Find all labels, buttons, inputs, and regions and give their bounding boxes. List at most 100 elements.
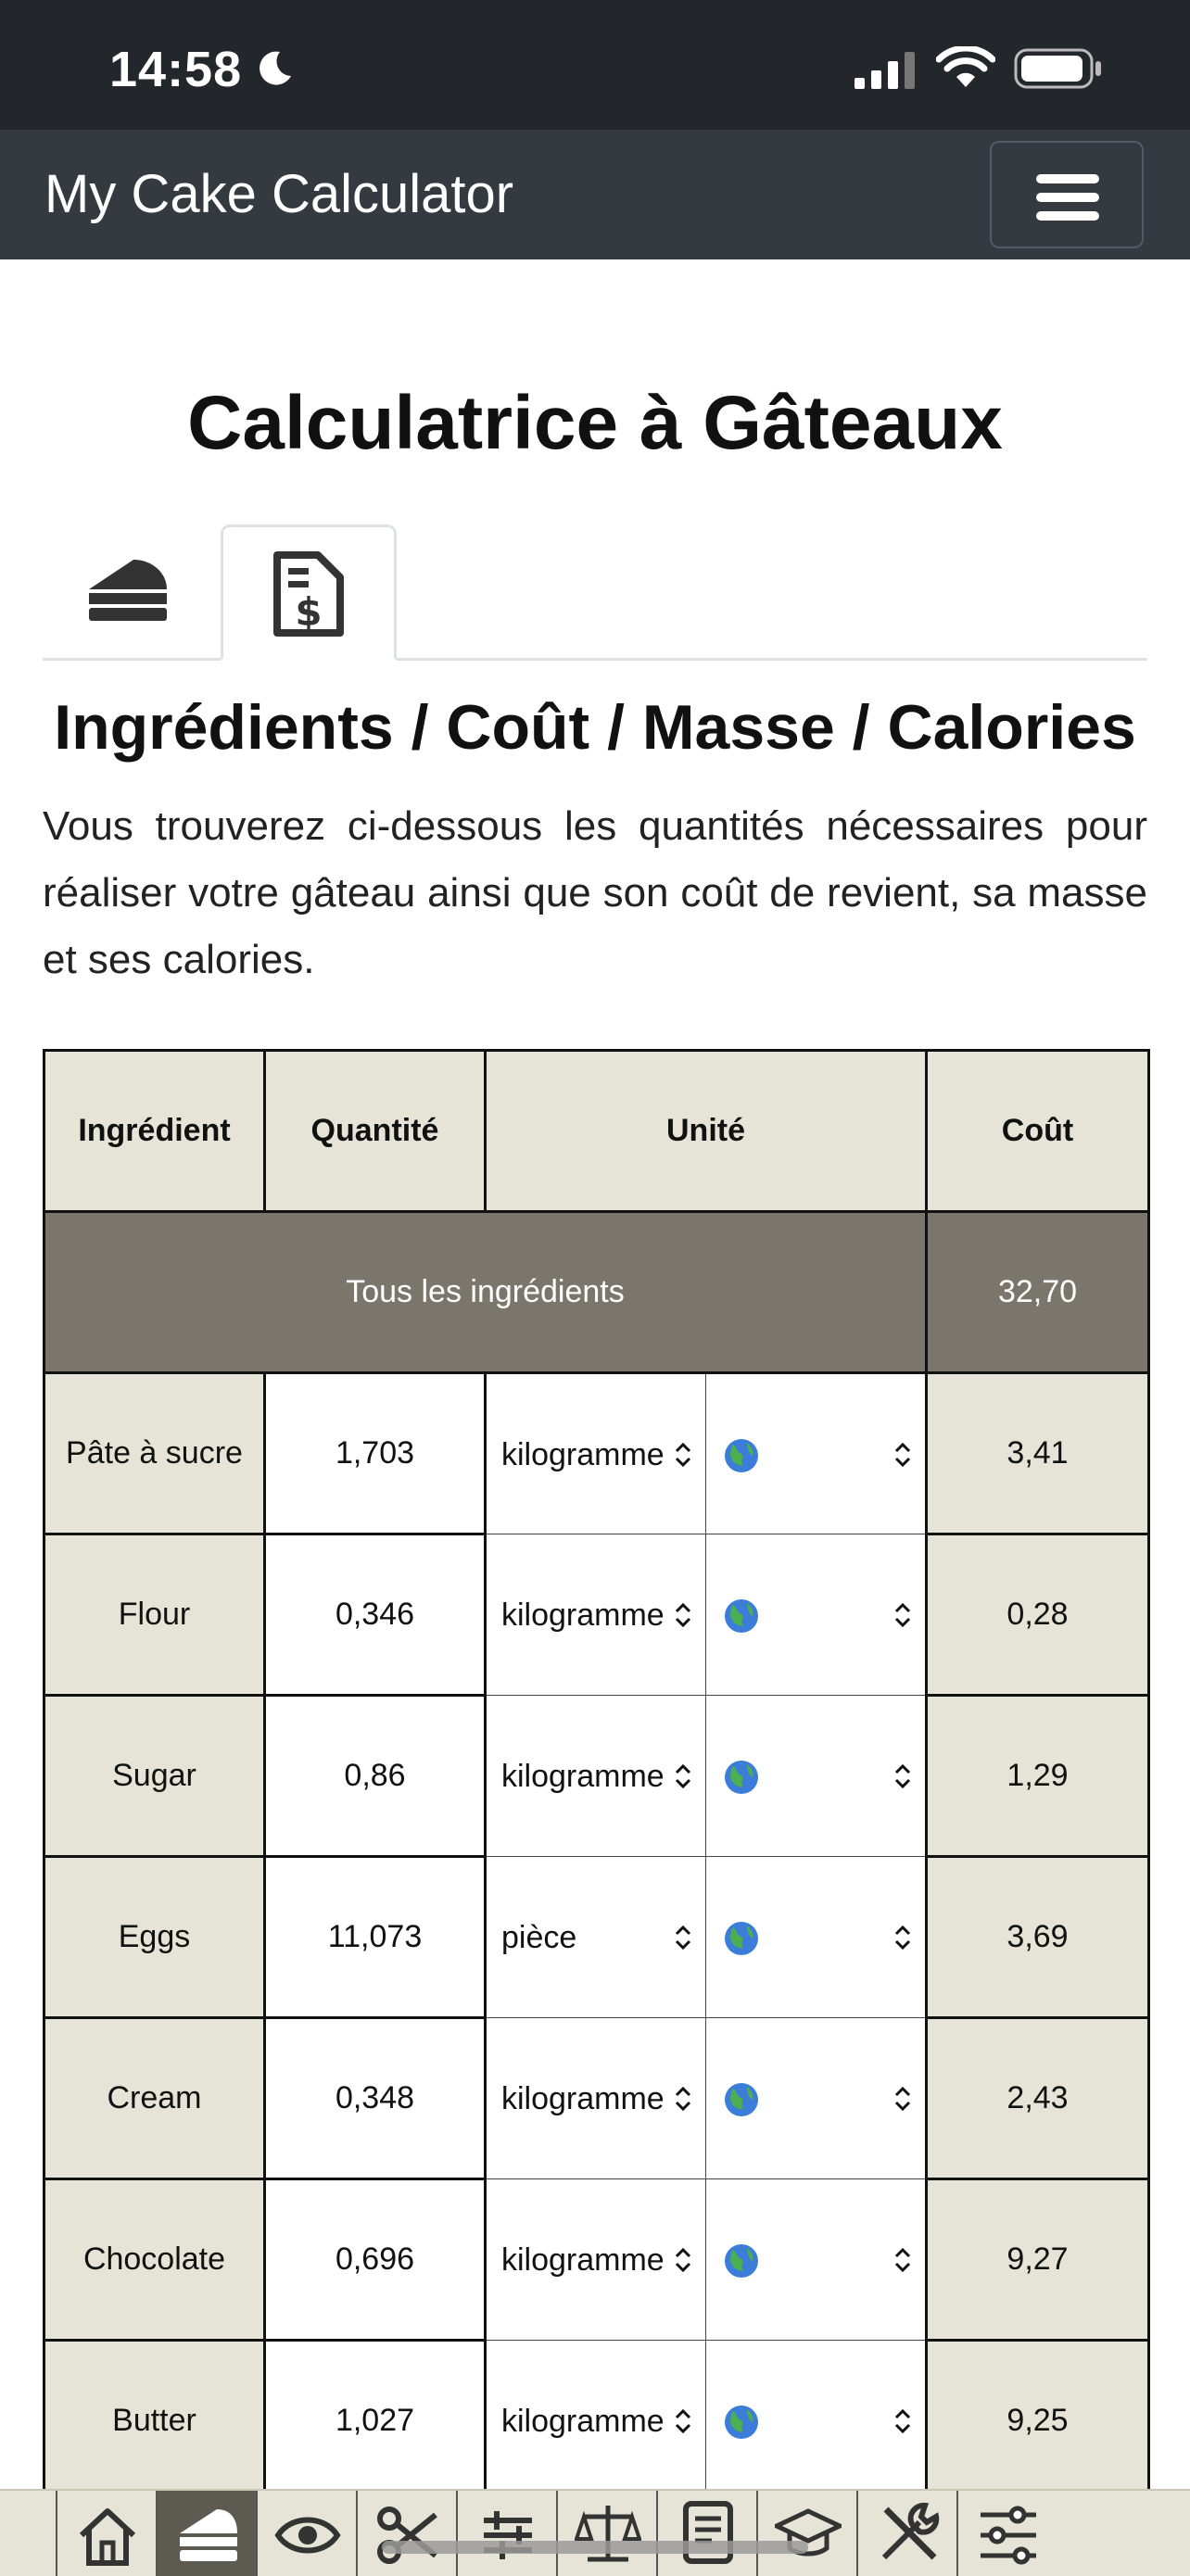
unit-select[interactable]: kilogramme [485, 1372, 706, 1534]
eye-icon [274, 2517, 341, 2554]
region-select[interactable] [705, 1856, 927, 2018]
unit-select[interactable]: kilogramme [485, 2017, 706, 2179]
recipe-book-icon [683, 2501, 733, 2564]
cake-slice-icon [89, 560, 167, 621]
total-cost: 32,70 [925, 1210, 1150, 1374]
unit-select-value: kilogramme [501, 1597, 665, 1633]
toolbar-graduation-cap-button[interactable] [756, 2491, 856, 2576]
toolbar-sliders-button[interactable] [956, 2491, 1057, 2576]
unit-select[interactable]: kilogramme [485, 1695, 706, 1857]
tab-bar: $ [43, 524, 1147, 661]
tab-cost[interactable]: $ [221, 524, 397, 661]
unit-select-value: kilogramme [501, 1759, 665, 1794]
tools-icon [881, 2502, 940, 2560]
table-row: Eggs 11,073 pièce 3,69 [43, 1855, 1150, 2019]
adjust-plus-icon [484, 2511, 532, 2559]
globe-icon [725, 2406, 758, 2439]
globe-icon [725, 1761, 758, 1794]
header-cost: Coût [925, 1049, 1150, 1213]
chevron-updown-icon [675, 2086, 691, 2112]
chevron-updown-icon [675, 1925, 691, 1951]
chevron-updown-icon [675, 1763, 691, 1789]
total-row: Tous les ingrédients 32,70 [43, 1210, 1150, 1374]
ingredient-name: Cream [43, 2016, 266, 2180]
graduation-cap-icon [775, 2508, 842, 2557]
ingredient-name: Sugar [43, 1694, 266, 1858]
table-row: Cream 0,348 kilogramme 2,43 [43, 2016, 1150, 2180]
status-bar: 14:58 [0, 0, 1190, 130]
home-icon [79, 2508, 136, 2566]
chevron-updown-icon [894, 2247, 911, 2273]
chevron-updown-icon [894, 1763, 911, 1789]
region-select[interactable] [705, 2340, 927, 2502]
header-ingredient: Ingrédient [43, 1049, 266, 1213]
cost-cell: 3,41 [925, 1371, 1150, 1535]
toolbar-eye-button[interactable] [256, 2491, 356, 2576]
balance-scale-icon [575, 2506, 641, 2562]
ingredient-name: Flour [43, 1533, 266, 1697]
quantity-cell: 0,86 [263, 1694, 487, 1858]
toolbar-balance-scale-button[interactable] [556, 2491, 656, 2576]
cost-cell: 9,25 [925, 2339, 1150, 2503]
cost-cell: 2,43 [925, 2016, 1150, 2180]
table-row: Chocolate 0,696 kilogramme 9,27 [43, 2178, 1150, 2342]
chevron-updown-icon [894, 1602, 911, 1628]
chevron-updown-icon [675, 1602, 691, 1628]
unit-select[interactable]: pièce [485, 1856, 706, 2018]
chevron-updown-icon [675, 2247, 691, 2273]
globe-icon [725, 2083, 758, 2116]
brand-link[interactable]: My Cake Calculator [44, 164, 514, 224]
toolbar-adjust-plus-button[interactable] [456, 2491, 556, 2576]
table-header-row: Ingrédient Quantité Unité Coût [43, 1049, 1150, 1213]
page-title: Calculatrice à Gâteaux [187, 381, 1003, 465]
unit-select-value: kilogramme [501, 2242, 665, 2278]
wifi-icon [936, 46, 995, 87]
menu-toggle-button[interactable] [990, 141, 1144, 248]
chevron-updown-icon [675, 2408, 691, 2434]
globe-icon [725, 1922, 758, 1955]
toolbar-tools-button[interactable] [856, 2491, 956, 2576]
region-select[interactable] [705, 1695, 927, 1857]
section-title: Ingrédients / Coût / Masse / Calories [54, 692, 1136, 763]
cost-cell: 0,28 [925, 1533, 1150, 1697]
battery-icon [1014, 48, 1101, 89]
region-select[interactable] [705, 2017, 927, 2179]
toolbar-cake-slice-button[interactable] [156, 2491, 256, 2576]
table-row: Sugar 0,86 kilogramme 1,29 [43, 1694, 1150, 1858]
quantity-cell: 11,073 [263, 1855, 487, 2019]
chevron-updown-icon [894, 2086, 911, 2112]
status-time: 14:58 [109, 42, 243, 97]
ingredient-name: Chocolate [43, 2178, 266, 2342]
scissors-icon [377, 2507, 437, 2564]
tab-cake[interactable] [43, 524, 219, 658]
unit-select-value: kilogramme [501, 1437, 665, 1472]
unit-select[interactable]: kilogramme [485, 2340, 706, 2502]
unit-select[interactable]: kilogramme [485, 2178, 706, 2341]
quantity-cell: 0,696 [263, 2178, 487, 2342]
ingredients-table: Ingrédient Quantité Unité Coût Tous les … [43, 1049, 1150, 2503]
quantity-cell: 0,348 [263, 2016, 487, 2180]
chevron-updown-icon [894, 1442, 911, 1468]
unit-select[interactable]: kilogramme [485, 1534, 706, 1696]
region-select[interactable] [705, 1372, 927, 1534]
cost-cell: 1,29 [925, 1694, 1150, 1858]
intro-text: Vous trouverez ci-dessous les quantités … [43, 803, 1147, 982]
cake-slice-icon [180, 2509, 237, 2561]
invoice-dollar-icon: $ [273, 551, 344, 637]
region-select[interactable] [705, 1534, 927, 1696]
navbar: My Cake Calculator [0, 130, 1190, 259]
ingredient-name: Eggs [43, 1855, 266, 2019]
chevron-updown-icon [894, 2408, 911, 2434]
toolbar-home-button[interactable] [56, 2491, 156, 2576]
unit-select-value: kilogramme [501, 2081, 665, 2116]
region-select[interactable] [705, 2178, 927, 2341]
table-row: Flour 0,346 kilogramme 0,28 [43, 1533, 1150, 1697]
cost-cell: 9,27 [925, 2178, 1150, 2342]
quantity-cell: 0,346 [263, 1533, 487, 1697]
toolbar-recipe-book-button[interactable] [656, 2491, 756, 2576]
sliders-icon [981, 2506, 1036, 2565]
moon-icon [260, 51, 291, 85]
toolbar-scissors-button[interactable] [356, 2491, 456, 2576]
chevron-updown-icon [894, 1925, 911, 1951]
signal-icon [855, 52, 915, 89]
